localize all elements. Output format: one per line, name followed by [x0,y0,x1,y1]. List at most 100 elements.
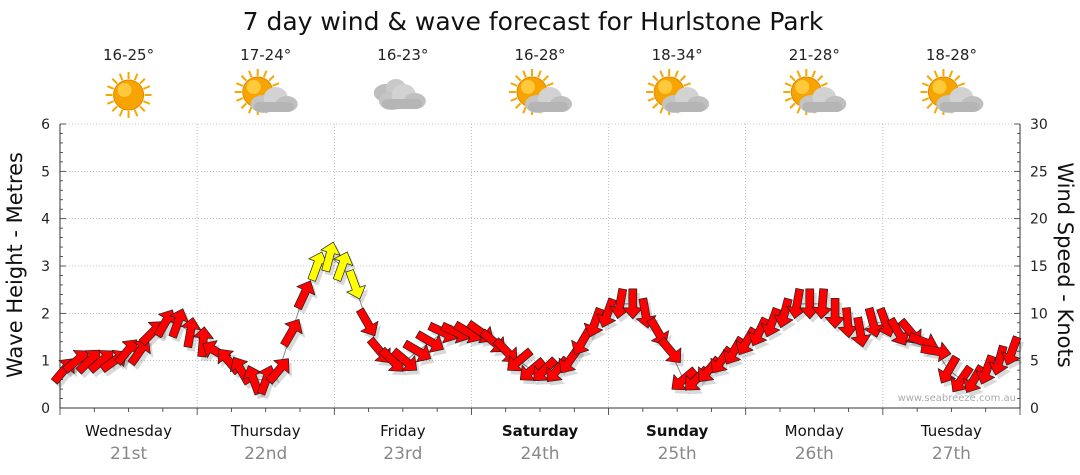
sun-ray [820,82,828,87]
sun-ray [926,102,933,109]
sun-ray [789,102,796,109]
sun-ray [510,82,518,87]
day-date-label: 22nd [244,444,287,464]
day-name-label: Sunday [646,422,709,440]
sun-ray [679,75,687,82]
sun-ray [522,106,527,114]
sun-highlight [117,83,132,97]
left-tick-label: 5 [41,164,50,180]
cloud-base [528,102,568,112]
sun-ray [236,82,244,87]
sun-ray [921,97,930,102]
sun-highlight [658,80,673,94]
sun-ray [948,70,954,78]
left-tick-label: 4 [41,212,50,228]
day-date-label: 25th [658,444,697,464]
wind-arrow [886,316,910,346]
wind-arrow [507,347,534,372]
wind-arrow [168,308,189,339]
sun-ray [659,70,664,78]
sun-ray [236,97,244,102]
cloud-shape [662,87,710,113]
right-tick-label: 25 [1030,164,1048,180]
cloud-base [939,102,980,112]
sun-ray [816,75,824,82]
temp-label: 16-23° [377,46,428,64]
right-tick-label: 20 [1030,212,1048,228]
sun-ray [659,106,664,114]
sun-ray [118,73,124,81]
sun-ray [546,82,554,87]
sun-ray [515,102,522,109]
sun-ray [652,102,659,109]
cloud-base [665,102,706,112]
weather-icons [105,69,984,118]
wind-arrow [622,288,644,320]
watermark: www.seabreeze.com.au [898,393,1016,404]
cloud-shape [373,79,426,110]
wind-arrow [596,297,617,328]
right-tick-label: 30 [1030,117,1048,133]
sun-ray [683,82,691,87]
sun-ray [674,70,679,78]
wind-arrow [533,356,559,382]
wind-arrow [920,341,952,363]
sun-ray [811,70,817,78]
day-date-label: 23rd [383,444,422,464]
sun-ray [926,75,933,82]
sun-ray [921,82,930,87]
day-name-label: Wednesday [85,422,172,440]
sun-cloud-icon [234,69,298,115]
left-tick-label: 0 [41,401,50,417]
sun-ray [142,100,151,105]
sun-cloud-icon [783,69,847,115]
sun-ray [796,70,802,78]
sun-ray [515,75,522,82]
wind-arrow [390,347,418,372]
day-name-label: Thursday [230,422,301,440]
left-tick-label: 3 [41,259,50,275]
cloud-icon [373,79,426,110]
sun-ray [537,70,542,78]
temp-label: 18-28° [926,46,977,64]
sun-ray [139,105,146,112]
cloud-shape [799,87,847,113]
cloud-shape [936,87,984,113]
sun-ray [118,109,124,117]
wind-arrow [811,288,833,320]
right-tick-label: 5 [1030,354,1039,370]
wind-arrow [332,251,354,282]
left-tick-label: 2 [41,306,50,322]
chart-title: 7 day wind & wave forecast for Hurlstone… [243,7,824,36]
sun-ray [240,102,248,109]
wind-arrow [293,280,316,311]
sun-ray [142,85,151,90]
sun-cloud-icon [920,69,984,115]
wind-arrow [824,297,846,329]
left-axis-label: Wave Height - Metres [3,152,27,378]
sun-ray [954,75,961,82]
sun-ray [133,73,139,81]
sun-ray [647,97,655,102]
wind-arrow [280,318,303,348]
sun-cloud-icon [509,69,572,115]
sun-highlight [521,80,535,94]
sun-highlight [932,80,947,94]
wind-arrow [519,357,547,381]
sun-ray [106,100,115,105]
right-tick-label: 10 [1030,306,1048,322]
sun-ray [510,97,518,102]
wind-arrow [571,326,594,356]
sun-ray [784,82,792,87]
left-tick-label: 6 [41,117,50,133]
sun-ray [957,82,966,87]
cloud-base [381,99,422,109]
temp-label: 21-28° [789,46,840,64]
sun-ray [111,78,118,85]
day-name-label: Saturday [502,422,579,440]
sun-ray [133,109,139,117]
sun-ray [784,97,792,102]
sun-ray [106,85,115,90]
sun-ray [789,75,796,82]
